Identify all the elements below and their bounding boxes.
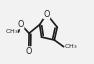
Text: O: O (26, 47, 32, 56)
Text: O: O (44, 10, 50, 19)
Text: CH$_3$: CH$_3$ (5, 28, 18, 36)
Text: CH$_3$: CH$_3$ (64, 42, 78, 51)
Text: O: O (18, 20, 24, 29)
